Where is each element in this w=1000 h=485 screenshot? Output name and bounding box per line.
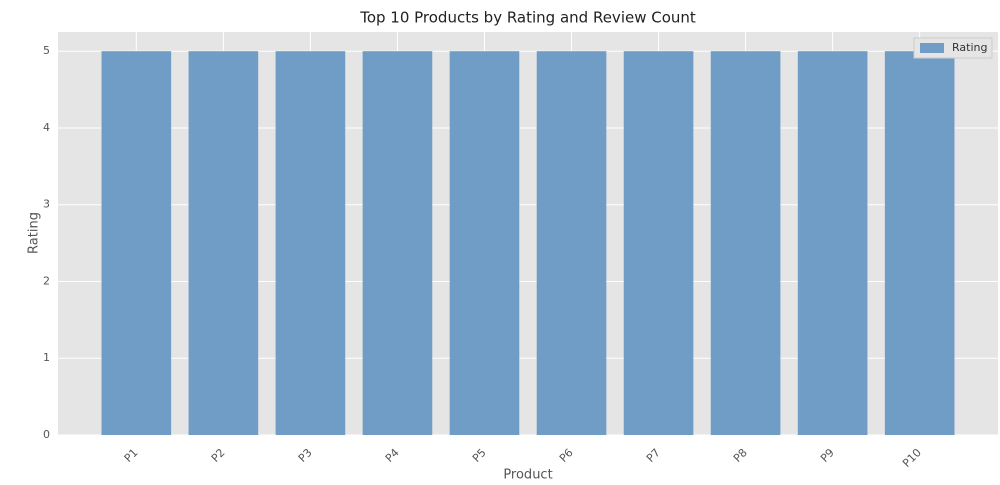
bar — [449, 51, 520, 435]
x-tick-label: P2 — [209, 446, 228, 465]
bar — [884, 51, 955, 435]
x-tick-label: P8 — [731, 446, 750, 465]
bar — [623, 51, 694, 435]
x-tick-label: P7 — [644, 446, 663, 465]
legend-swatch — [920, 43, 944, 53]
bar — [275, 51, 346, 435]
x-tick-label: P3 — [296, 446, 315, 465]
bar — [797, 51, 868, 435]
x-tick-label: P5 — [470, 446, 489, 465]
x-tick-label: P1 — [122, 446, 141, 465]
x-tick-label: P9 — [818, 446, 837, 465]
bar — [536, 51, 607, 435]
y-axis-label: Rating — [27, 212, 42, 254]
y-tick-label: 5 — [43, 44, 50, 57]
y-tick-label: 2 — [43, 274, 50, 287]
chart-title: Top 10 Products by Rating and Review Cou… — [359, 9, 696, 27]
y-tick-label: 1 — [43, 351, 50, 364]
y-tick-label: 0 — [43, 428, 50, 441]
y-tick-label: 4 — [43, 121, 50, 134]
x-tick-label: P6 — [557, 446, 576, 465]
y-tick-label: 3 — [43, 198, 50, 211]
x-axis-label: Product — [503, 468, 552, 482]
x-tick-label: P10 — [900, 446, 924, 470]
x-tick-label: P4 — [383, 446, 402, 465]
bar — [188, 51, 259, 435]
legend-label: Rating — [952, 41, 987, 54]
bar — [362, 51, 433, 435]
bar — [101, 51, 172, 435]
bar — [710, 51, 781, 435]
